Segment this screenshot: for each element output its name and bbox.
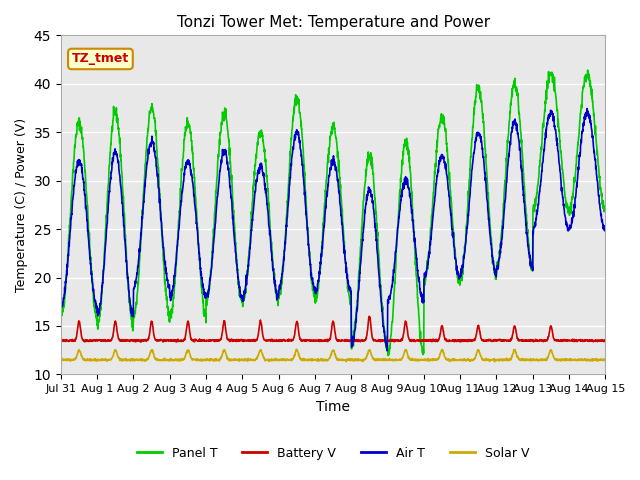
Air T [554,140,561,146]
Air T [209,250,216,255]
Panel T [384,353,392,359]
Panel T [584,67,591,73]
Air T [383,348,391,354]
Air T [569,216,577,222]
X-axis label: Time: Time [316,400,350,414]
Panel T [209,241,216,247]
Battery V [554,338,561,344]
Solar V [57,357,65,362]
Text: TZ_tmet: TZ_tmet [72,52,129,65]
Solar V [491,359,499,365]
Panel T [569,196,577,202]
Battery V [569,336,577,342]
Air T [361,215,369,221]
Line: Solar V: Solar V [61,349,605,362]
Solar V [492,357,499,363]
Air T [492,270,499,276]
Solar V [209,358,216,363]
Air T [583,106,591,111]
Legend: Panel T, Battery V, Air T, Solar V: Panel T, Battery V, Air T, Solar V [132,442,534,465]
Panel T [57,312,65,318]
Battery V [173,339,180,345]
Title: Tonzi Tower Met: Temperature and Power: Tonzi Tower Met: Temperature and Power [177,15,490,30]
Battery V [57,337,65,343]
Battery V [492,337,499,343]
Y-axis label: Temperature (C) / Power (V): Temperature (C) / Power (V) [15,118,28,292]
Solar V [361,356,369,362]
Solar V [349,356,356,362]
Air T [602,227,609,233]
Solar V [292,347,300,352]
Battery V [365,313,373,319]
Panel T [602,205,609,211]
Line: Battery V: Battery V [61,316,605,342]
Battery V [209,337,217,343]
Air T [349,342,356,348]
Solar V [569,357,577,363]
Battery V [361,338,369,344]
Line: Panel T: Panel T [61,70,605,356]
Line: Air T: Air T [61,108,605,351]
Panel T [554,107,561,113]
Battery V [349,338,356,344]
Solar V [554,358,561,363]
Panel T [361,185,369,191]
Battery V [602,337,609,343]
Panel T [349,333,356,339]
Panel T [492,271,499,277]
Solar V [602,357,609,363]
Air T [57,306,65,312]
